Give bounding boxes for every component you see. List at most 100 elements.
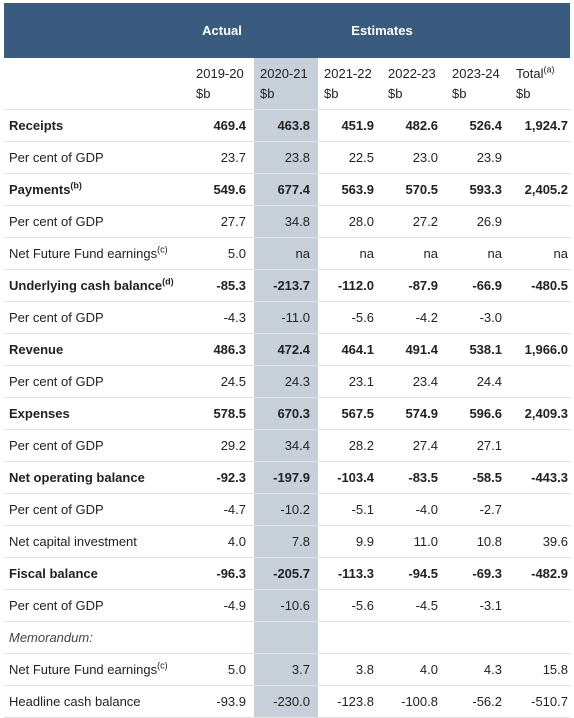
table-row: Per cent of GDP 29.2 34.4 28.2 27.4 27.1 xyxy=(4,430,570,462)
row-label: Per cent of GDP xyxy=(9,206,104,238)
row-label: Per cent of GDP xyxy=(9,142,104,174)
table-row: Net Future Fund earnings(c) 5.0 3.7 3.8 4.0 4… xyxy=(4,654,570,686)
row-label: Headline cash balance xyxy=(9,686,141,718)
value-cell: 2,405.2 xyxy=(524,182,568,197)
value-cell: 1,966.0 xyxy=(524,342,568,357)
value-cell: 1,924.7 xyxy=(524,118,568,133)
row-label-text: Payments xyxy=(9,182,71,197)
value-cell: 28.0 xyxy=(348,214,374,229)
column-header: 2021-22 $b xyxy=(324,64,372,104)
row-label-text: Per cent of GDP xyxy=(9,214,104,229)
value-cell: -5.1 xyxy=(351,502,374,517)
column-header: 2019-20 $b xyxy=(196,64,244,104)
table-row: Fiscal balance -96.3 -205.7 -113.3 -94.5 -69.… xyxy=(4,558,570,590)
column-year-text: 2023-24 xyxy=(452,66,500,81)
value-cell: na xyxy=(487,246,502,261)
row-label-text: Net operating balance xyxy=(9,470,145,485)
value-cell: 4.3 xyxy=(483,662,502,677)
value-cell: 39.6 xyxy=(542,534,568,549)
value-cell: 486.3 xyxy=(213,342,246,357)
value-cell: -87.9 xyxy=(408,278,438,293)
value-cell: -2.7 xyxy=(479,502,502,517)
table-row: Net Future Fund earnings(c) 5.0 na na na na na xyxy=(4,238,570,270)
row-label: Per cent of GDP xyxy=(9,590,104,622)
table-row: Per cent of GDP -4.9 -10.6 -5.6 -4.5 -3.1 xyxy=(4,590,570,622)
table-row: Receipts 469.4 463.8 451.9 482.6 526.4 1,924.7 xyxy=(4,110,570,142)
row-label-text: Revenue xyxy=(9,342,64,357)
value-cell: 23.8 xyxy=(284,150,310,165)
row-label-text: Memorandum: xyxy=(9,630,93,645)
value-cell: na xyxy=(553,246,568,261)
value-cell: 4.0 xyxy=(419,662,438,677)
row-label: Underlying cash balance(d) xyxy=(9,270,174,302)
table-row: Revenue 486.3 472.4 464.1 491.4 538.1 1,966.0 xyxy=(4,334,570,366)
value-cell: -3.0 xyxy=(479,310,502,325)
value-cell: -3.1 xyxy=(479,598,502,613)
value-cell: -93.9 xyxy=(216,694,246,709)
row-label: Payments(b) xyxy=(9,174,82,206)
row-label: Net capital investment xyxy=(9,526,137,558)
value-cell: 23.0 xyxy=(412,150,438,165)
row-label-text: Per cent of GDP xyxy=(9,310,104,325)
footnote-marker: (c) xyxy=(157,244,168,255)
column-unit: $b xyxy=(260,86,275,101)
column-year: Total(a) xyxy=(516,64,554,84)
value-cell: 28.2 xyxy=(348,438,374,453)
value-cell: 34.4 xyxy=(284,438,310,453)
value-cell: na xyxy=(359,246,374,261)
value-cell: 469.4 xyxy=(213,118,246,133)
table-row: Per cent of GDP 23.7 23.8 22.5 23.0 23.9 xyxy=(4,142,570,174)
table-row: Underlying cash balance(d) -85.3 -213.7 -11… xyxy=(4,270,570,302)
column-header: 2023-24 $b xyxy=(452,64,500,104)
row-label: Net operating balance xyxy=(9,462,145,494)
value-cell: -4.5 xyxy=(415,598,438,613)
column-header-row xyxy=(4,58,570,110)
value-cell: 677.4 xyxy=(277,182,310,197)
value-cell: -510.7 xyxy=(531,694,568,709)
value-cell: 574.9 xyxy=(405,406,438,421)
value-cell: 538.1 xyxy=(469,342,502,357)
column-unit: $b xyxy=(516,86,531,101)
value-cell: 10.8 xyxy=(476,534,502,549)
actual-header: Actual xyxy=(202,23,242,38)
value-cell: na xyxy=(295,246,310,261)
row-label-text: Net Future Fund earnings xyxy=(9,246,158,261)
highlight-column xyxy=(254,58,318,718)
value-cell: -10.6 xyxy=(280,598,310,613)
row-label: Net Future Fund earnings(c) xyxy=(9,654,168,686)
table-row: Per cent of GDP -4.3 -11.0 -5.6 -4.2 -3.0 xyxy=(4,302,570,334)
value-cell: 596.6 xyxy=(469,406,502,421)
column-year-text: 2021-22 xyxy=(324,66,372,81)
row-label-text: Net capital investment xyxy=(9,534,137,549)
value-cell: 4.0 xyxy=(227,534,246,549)
value-cell: 3.8 xyxy=(355,662,374,677)
value-cell: 491.4 xyxy=(405,342,438,357)
value-cell: -482.9 xyxy=(531,566,568,581)
column-year: 2023-24 xyxy=(452,64,500,84)
value-cell: 23.4 xyxy=(412,374,438,389)
value-cell: 482.6 xyxy=(405,118,438,133)
table-row: Expenses 578.5 670.3 567.5 574.9 596.6 2,409.3 xyxy=(4,398,570,430)
column-year-text: 2022-23 xyxy=(388,66,436,81)
estimates-header: Estimates xyxy=(351,23,413,38)
row-label-text: Fiscal balance xyxy=(9,566,98,581)
row-label-text: Per cent of GDP xyxy=(9,374,104,389)
row-label: Per cent of GDP xyxy=(9,302,104,334)
value-cell: 463.8 xyxy=(277,118,310,133)
value-cell: -11.0 xyxy=(281,310,310,325)
row-label: Receipts xyxy=(9,110,63,142)
value-cell: 27.7 xyxy=(220,214,246,229)
table-row: Headline cash balance -93.9 -230.0 -123.8 -1… xyxy=(4,686,570,718)
value-cell: 578.5 xyxy=(213,406,246,421)
value-cell: 2,409.3 xyxy=(524,406,568,421)
column-year-text: Total xyxy=(516,66,544,81)
row-label: Per cent of GDP xyxy=(9,494,104,526)
column-header: 2022-23 $b xyxy=(388,64,436,104)
table-row: Net capital investment 4.0 7.8 9.9 11.0 10.8 3… xyxy=(4,526,570,558)
value-cell: -94.5 xyxy=(408,566,438,581)
row-label-text: Expenses xyxy=(9,406,70,421)
value-cell: 5.0 xyxy=(227,246,246,261)
column-unit: $b xyxy=(196,86,211,101)
value-cell: -123.8 xyxy=(337,694,374,709)
